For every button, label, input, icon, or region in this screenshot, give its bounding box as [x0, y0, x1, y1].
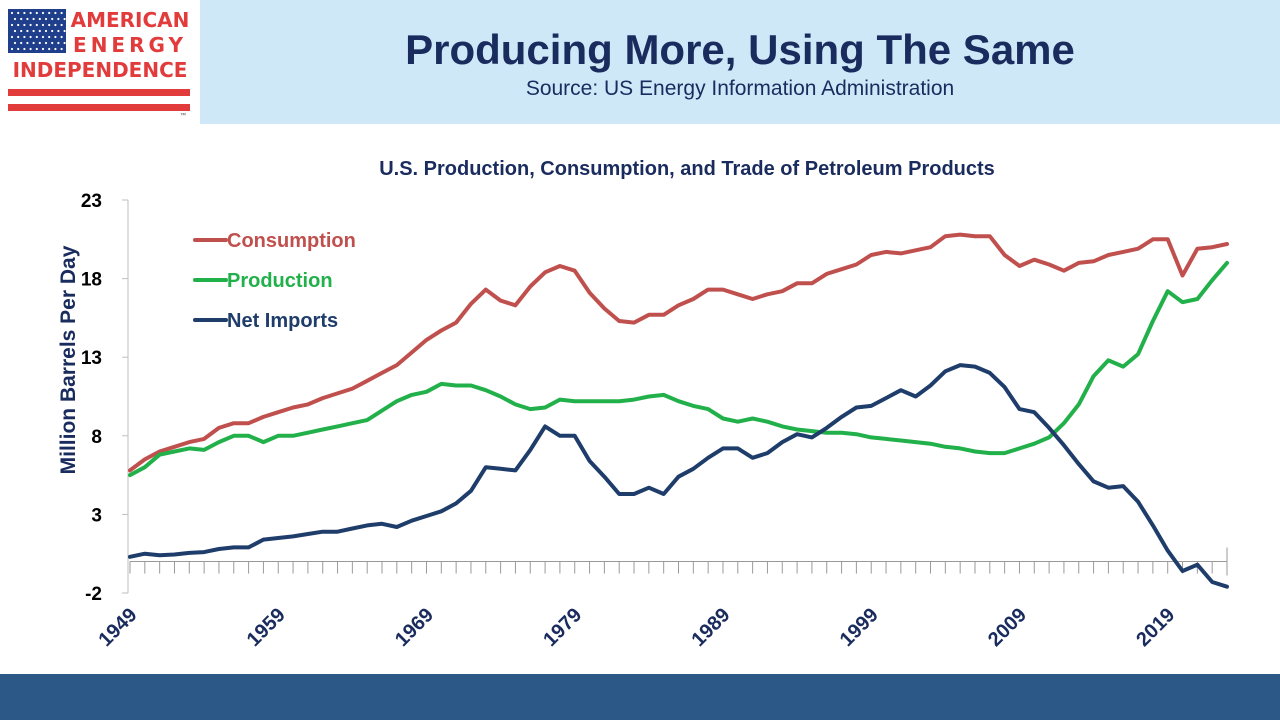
series-line-consumption — [128, 232, 1229, 473]
x-tick-label: 1999 — [836, 604, 883, 651]
y-tick-label: 8 — [91, 427, 102, 448]
legend-label-consumption: Consumption — [227, 230, 356, 252]
x-tick-label: 2019 — [1132, 604, 1179, 651]
x-tick-label: 1969 — [391, 604, 438, 651]
y-tick-label: -2 — [85, 584, 102, 605]
y-tick-label: 18 — [81, 270, 102, 291]
legend-label-net-imports: Net Imports — [227, 310, 338, 332]
logo-trademark: ™ — [180, 113, 186, 119]
series-line-net-imports — [128, 363, 1229, 589]
logo-stripe-1 — [8, 89, 190, 96]
logo-line-3: INDEPENDENCE — [12, 58, 188, 82]
y-tick-label: 13 — [81, 348, 102, 369]
y-tick-label: 3 — [91, 505, 102, 526]
legend-label-production: Production — [227, 270, 333, 292]
x-tick-label: 1949 — [95, 604, 142, 651]
line-chart: 23 18 13 8 3 -2 Million Barrels Per Day 1949 195… — [57, 191, 1229, 651]
x-tick-label: 1979 — [539, 604, 586, 651]
footer-band — [0, 674, 1280, 720]
chart-title: U.S. Production, Consumption, and Trade … — [379, 158, 995, 180]
y-tick-label: 23 — [81, 191, 102, 212]
page-title: Producing More, Using The Same — [405, 26, 1075, 73]
x-tick-label: 1989 — [687, 604, 734, 651]
x-tick-label: 2009 — [984, 604, 1031, 651]
flag-icon — [8, 9, 66, 53]
series-line-production — [128, 260, 1229, 478]
header-band — [200, 0, 1280, 124]
logo-line-2: ENERGY — [73, 33, 187, 57]
y-axis-label: Million Barrels Per Day — [57, 245, 80, 474]
x-tick-label: 1959 — [243, 604, 290, 651]
logo: AMERICAN ENERGY INDEPENDENCE ™ — [0, 0, 200, 124]
logo-stripe-2 — [8, 104, 190, 111]
logo-line-1: AMERICAN — [70, 8, 190, 32]
page-subtitle: Source: US Energy Information Administra… — [525, 77, 955, 100]
